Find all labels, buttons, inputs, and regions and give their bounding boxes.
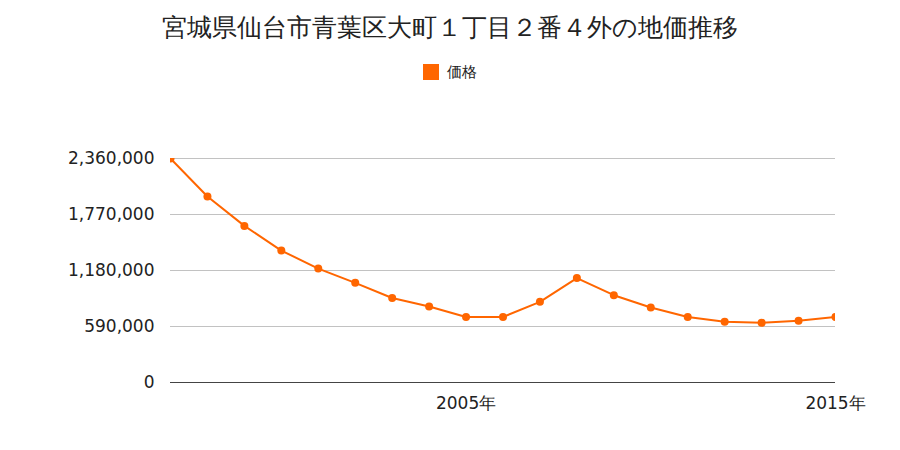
svg-text:1,770,000: 1,770,000 <box>68 204 155 224</box>
html-text:価格: 価格 <box>447 62 477 81</box>
svg-text:2,360,000: 2,360,000 <box>68 148 155 168</box>
svg-text:2015年: 2015年 <box>805 393 865 413</box>
svg-text:2005年: 2005年 <box>436 393 496 413</box>
svg-text:0: 0 <box>144 372 155 392</box>
svg-text:590,000: 590,000 <box>84 316 154 336</box>
html-text:宮城県仙台市青葉区大町１丁目２番４外の地価推移: 宮城県仙台市青葉区大町１丁目２番４外の地価推移 <box>162 13 738 42</box>
svg-text:1,180,000: 1,180,000 <box>68 260 155 280</box>
